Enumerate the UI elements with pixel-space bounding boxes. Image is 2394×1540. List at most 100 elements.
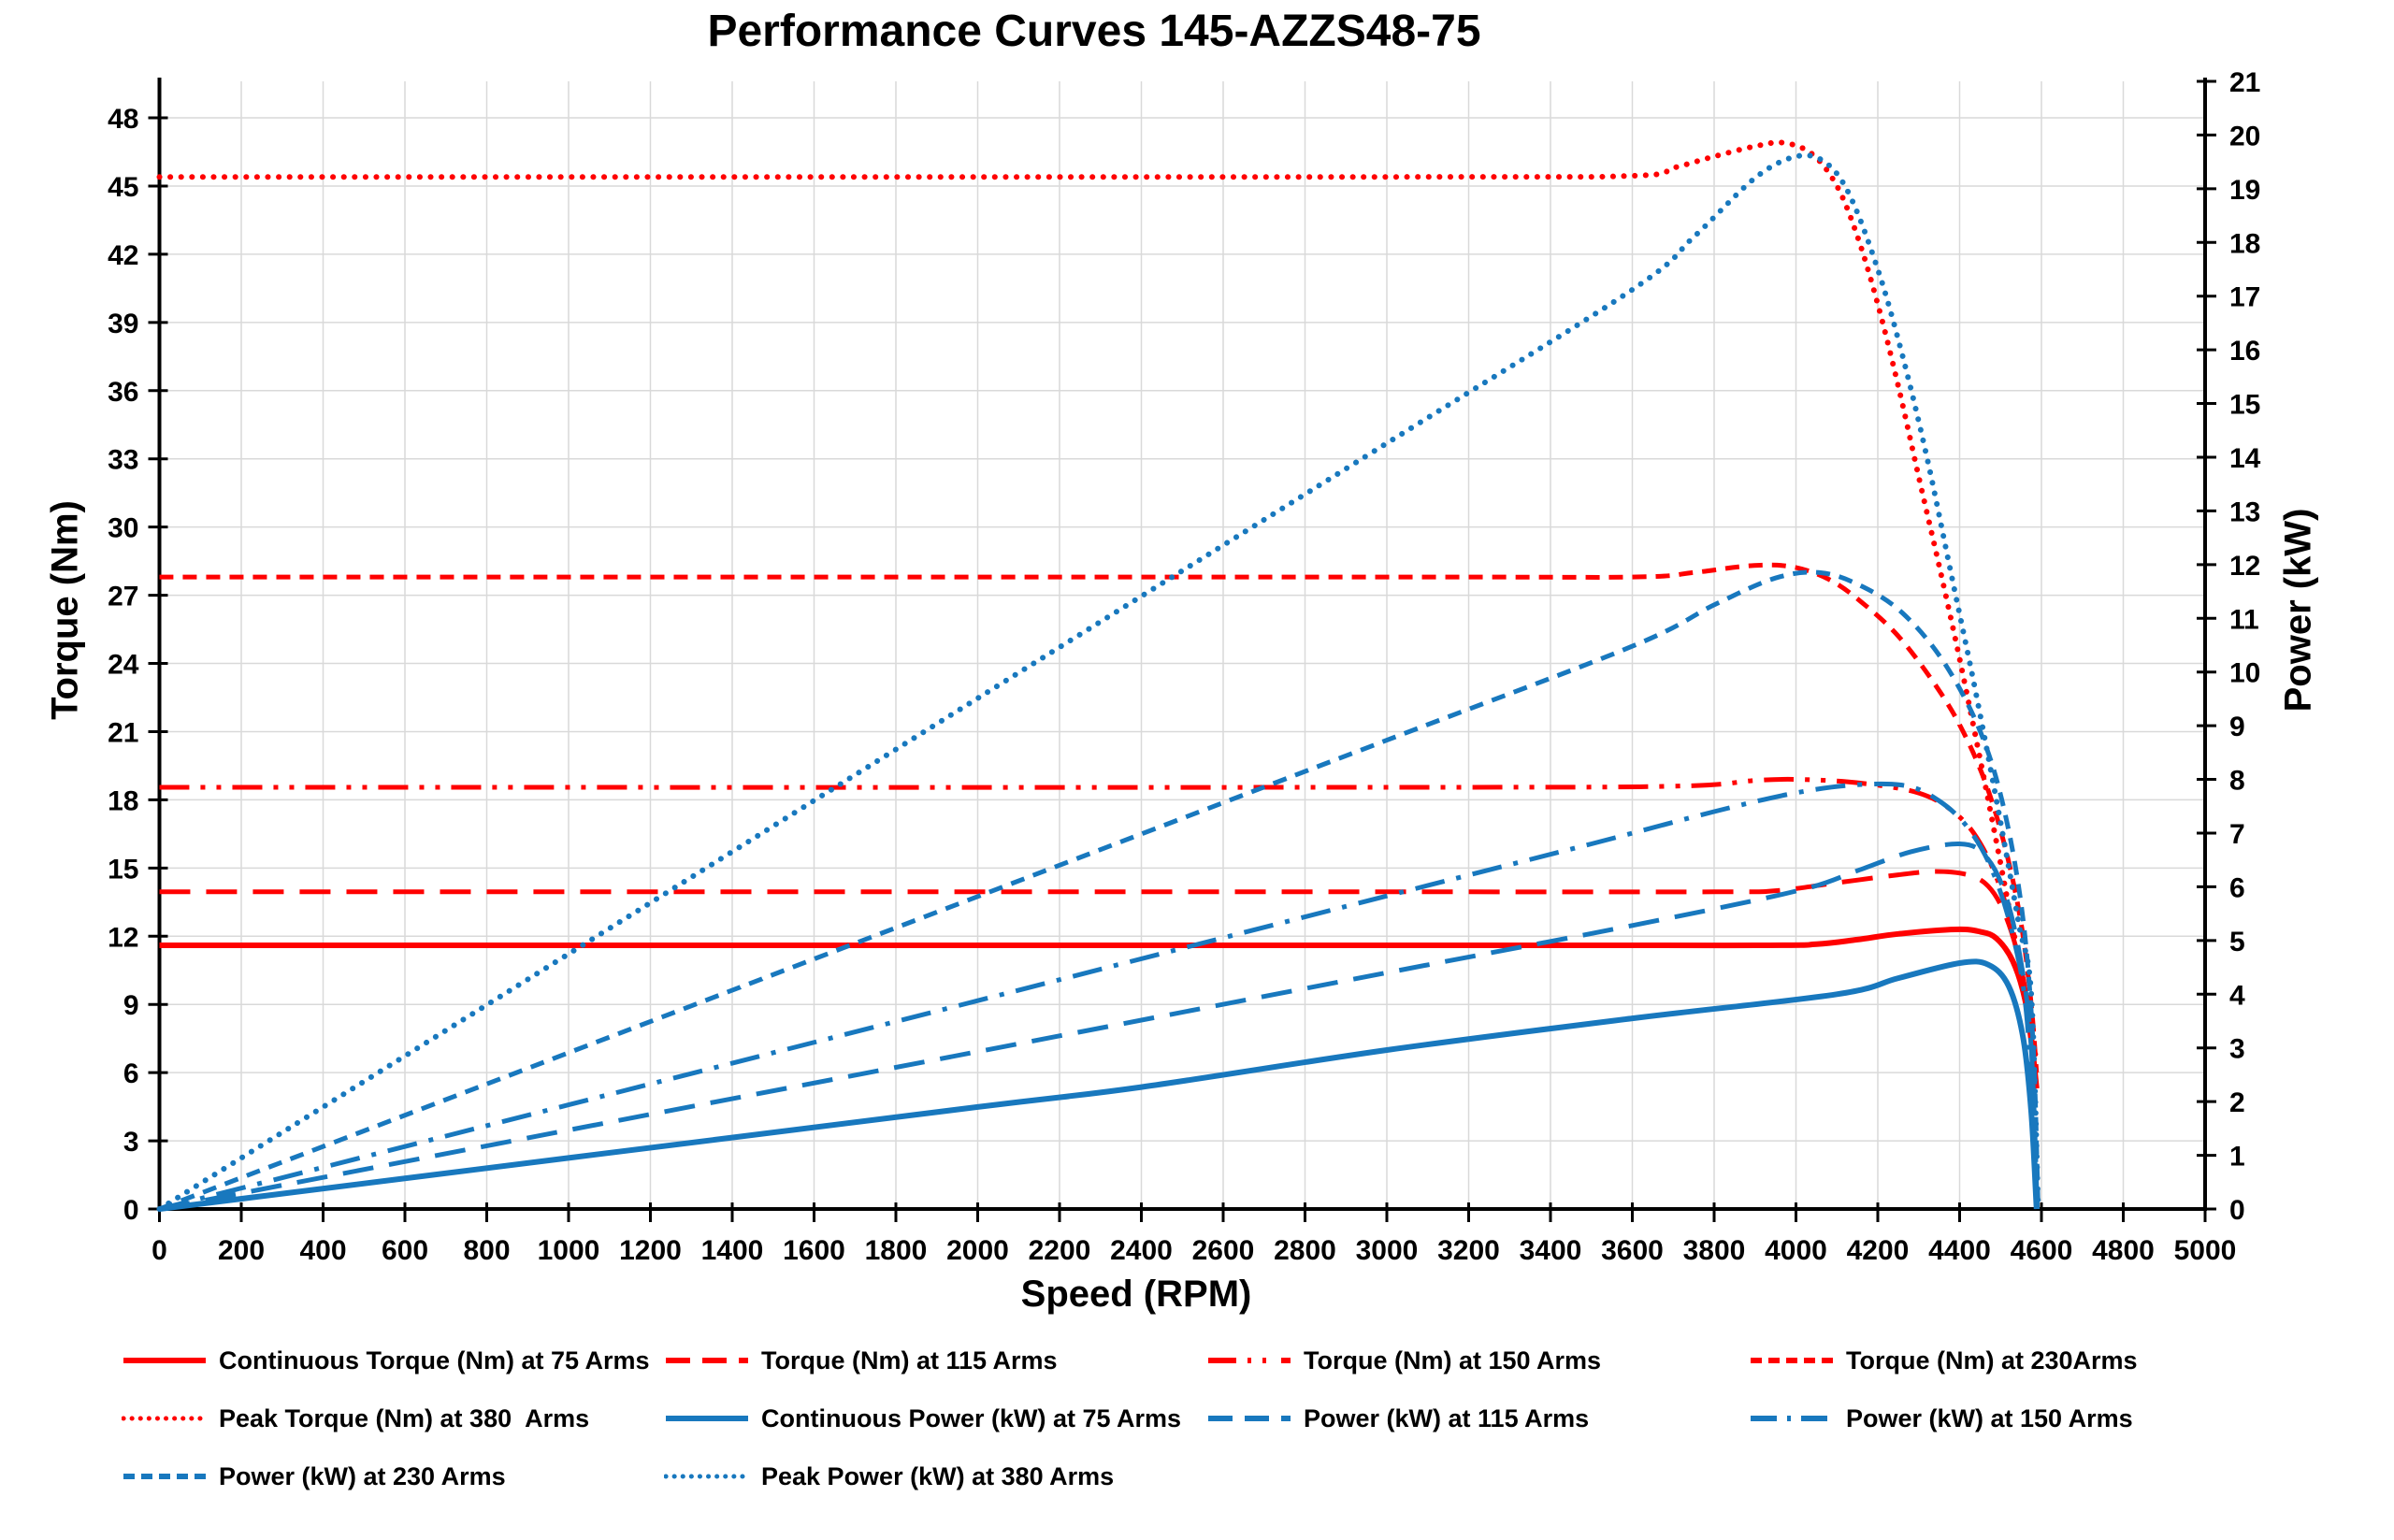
- torque-tick-label: 45: [108, 172, 138, 203]
- power-tick-label: 12: [2229, 551, 2260, 582]
- x-tick-label: 2800: [1274, 1235, 1336, 1266]
- power-tick-label: 8: [2229, 766, 2245, 797]
- x-axis-title: Speed (RPM): [1020, 1274, 1252, 1315]
- torque-tick-label: 0: [123, 1195, 139, 1226]
- power-tick-label: 6: [2229, 872, 2245, 903]
- x-tick-label: 4200: [1847, 1235, 1910, 1266]
- legend-row: Peak Torque (Nm) at 380 Arms Continuous P…: [122, 1389, 2366, 1447]
- series-line-3: [159, 562, 2040, 1073]
- legend-label: Peak Torque (Nm) at 380 Arms: [219, 1403, 590, 1432]
- power-tick-label: 18: [2229, 228, 2260, 259]
- legend-item: Power (kW) at 230 Arms: [122, 1462, 664, 1491]
- legend-item: Continuous Power (kW) at 75 Arms: [664, 1404, 1206, 1433]
- torque-tick-label: 21: [108, 717, 138, 748]
- legend-swatch-longdash: [666, 1358, 748, 1363]
- legend-swatch-longdash: [1208, 1416, 1291, 1421]
- x-tick-label: 2000: [946, 1235, 1009, 1266]
- series-line-7: [158, 781, 2041, 1212]
- x-tick-label: 2200: [1029, 1235, 1091, 1266]
- power-tick-label: 17: [2229, 282, 2260, 313]
- torque-tick-label: 15: [108, 854, 138, 885]
- torque-tick-label: 3: [123, 1127, 139, 1158]
- x-tick-label: 3000: [1356, 1235, 1419, 1266]
- legend-label: Torque (Nm) at 230Arms: [1846, 1346, 2138, 1374]
- series-line-6: [159, 841, 2041, 1212]
- x-tick-label: 5000: [2174, 1235, 2237, 1266]
- power-tick-label: 16: [2229, 336, 2260, 367]
- legend-label: Torque (Nm) at 150 Arms: [1304, 1346, 1602, 1374]
- x-tick-label: 2400: [1110, 1235, 1173, 1266]
- power-tick-label: 1: [2229, 1142, 2245, 1173]
- torque-tick-label: 6: [123, 1058, 139, 1089]
- x-tick-label: 3400: [1520, 1235, 1582, 1266]
- torque-tick-label: 48: [108, 104, 138, 135]
- legend-swatch-dotted: [664, 1474, 750, 1479]
- legend-swatch-shortdash: [1751, 1358, 1833, 1363]
- torque-tick-label: 36: [108, 377, 138, 408]
- series-line-0: [159, 926, 2040, 1089]
- power-tick-label: 11: [2229, 604, 2259, 635]
- x-tick-label: 1600: [783, 1235, 845, 1266]
- torque-tick-label: 9: [123, 990, 139, 1021]
- legend-label: Power (kW) at 150 Arms: [1846, 1403, 2133, 1432]
- legend-item: Power (kW) at 115 Arms: [1206, 1404, 1749, 1433]
- x-tick-label: 400: [299, 1235, 346, 1266]
- torque-tick-label: 39: [108, 309, 138, 339]
- power-tick-label: 7: [2229, 819, 2245, 850]
- power-tick-label: 14: [2229, 443, 2261, 474]
- x-tick-label: 4800: [2092, 1235, 2155, 1266]
- legend-swatch-dashdot: [1751, 1416, 1833, 1421]
- power-tick-label: 15: [2229, 390, 2260, 421]
- series-line-9: [156, 152, 2041, 1212]
- power-tick-label: 21: [2229, 67, 2260, 98]
- legend-row: Power (kW) at 230 Arms Peak Power (kW) at…: [122, 1447, 2366, 1505]
- torque-tick-label: 33: [108, 445, 138, 476]
- chart-title: Performance Curves 145-AZZS48-75: [707, 7, 1481, 56]
- torque-tick-label: 27: [108, 582, 138, 612]
- torque-tick-label: 18: [108, 785, 138, 816]
- power-tick-label: 10: [2229, 658, 2260, 689]
- legend-label: Continuous Power (kW) at 75 Arms: [761, 1403, 1182, 1432]
- x-tick-label: 1200: [619, 1235, 682, 1266]
- series-line-1: [159, 869, 2039, 1085]
- power-tick-label: 5: [2229, 927, 2245, 957]
- legend-item: Peak Power (kW) at 380 Arms: [664, 1462, 1206, 1491]
- x-tick-label: 600: [382, 1235, 428, 1266]
- legend-item: Torque (Nm) at 150 Arms: [1206, 1346, 1749, 1375]
- x-tick-label: 4600: [2011, 1235, 2073, 1266]
- torque-tick-label: 24: [108, 650, 139, 681]
- legend-swatch-shortdash: [123, 1474, 206, 1479]
- x-tick-label: 3600: [1601, 1235, 1664, 1266]
- x-tick-label: 2600: [1192, 1235, 1255, 1266]
- x-tick-label: 1000: [538, 1235, 600, 1266]
- power-tick-label: 4: [2229, 980, 2245, 1011]
- legend-label: Peak Power (kW) at 380 Arms: [761, 1461, 1115, 1490]
- power-tick-label: 0: [2229, 1195, 2245, 1226]
- x-tick-label: 200: [218, 1235, 265, 1266]
- x-tick-label: 4400: [1928, 1235, 1991, 1266]
- power-tick-label: 13: [2229, 497, 2260, 527]
- legend-label: Power (kW) at 230 Arms: [219, 1461, 506, 1490]
- power-tick-label: 20: [2229, 121, 2260, 151]
- legend-swatch-dotted: [122, 1416, 208, 1421]
- x-tick-label: 800: [463, 1235, 510, 1266]
- series-line-5: [159, 958, 2040, 1212]
- power-tick-label: 2: [2229, 1087, 2245, 1118]
- series-line-2: [159, 776, 2038, 1078]
- series-line-4: [156, 139, 2039, 1058]
- legend-item: Torque (Nm) at 230Arms: [1749, 1346, 2291, 1375]
- x-tick-label: 1800: [865, 1235, 928, 1266]
- power-tick-label: 19: [2229, 175, 2260, 206]
- legend-label: Torque (Nm) at 115 Arms: [761, 1346, 1058, 1374]
- x-tick-label: 0: [151, 1235, 167, 1266]
- power-tick-label: 3: [2229, 1034, 2245, 1065]
- legend-item: Peak Torque (Nm) at 380 Arms: [122, 1404, 664, 1433]
- legend: Continuous Torque (Nm) at 75 Arms Torque …: [122, 1331, 2366, 1505]
- x-tick-label: 1400: [701, 1235, 764, 1266]
- legend-item: Power (kW) at 150 Arms: [1749, 1404, 2291, 1433]
- x-tick-label: 3200: [1437, 1235, 1500, 1266]
- legend-swatch-dashdotdot: [1208, 1358, 1291, 1363]
- power-tick-label: 9: [2229, 712, 2245, 742]
